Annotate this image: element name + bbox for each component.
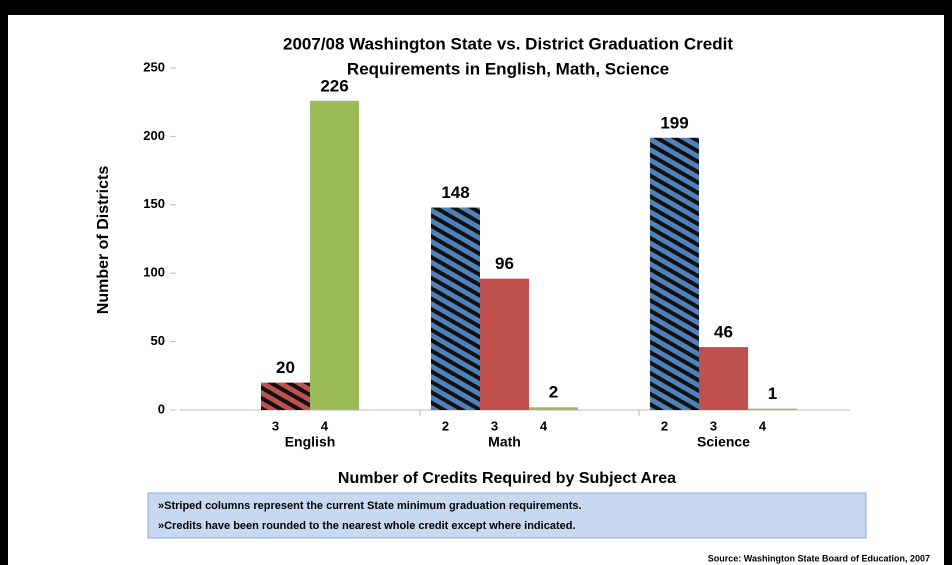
data-label: 46 [714,323,733,342]
bar [650,137,699,410]
data-label: 226 [320,76,348,95]
bar [261,382,310,410]
note-box [147,492,867,539]
group-label: Math [488,434,521,450]
data-label: 1 [768,384,777,403]
group-label: English [285,434,336,450]
bar [480,278,529,410]
chart-title: Requirements in English, Math, Science [347,59,669,78]
bar [699,347,748,410]
note: »Striped columns represent the current S… [158,500,582,512]
y-tick-label: 200 [143,128,165,143]
data-label: 2 [549,383,558,402]
note: »Credits have been rounded to the neares… [158,520,576,532]
bar-label: 3 [272,418,279,433]
bar-label: 4 [321,418,329,433]
bar [748,408,797,410]
group-label: Science [697,434,750,450]
x-axis-title: Number of Credits Required by Subject Ar… [338,470,676,487]
bar-label: 4 [540,418,548,433]
bar-label: 2 [442,418,449,433]
chart-title: 2007/08 Washington State vs. District Gr… [283,34,733,53]
bar-label: 2 [661,418,668,433]
data-label: 20 [276,358,295,377]
data-label: 199 [660,113,688,132]
y-tick-label: 150 [143,196,165,211]
bar [431,207,480,410]
y-tick-label: 0 [158,401,165,416]
bar-label: 3 [710,418,717,433]
bar [310,100,359,410]
y-tick-label: 50 [151,333,165,348]
y-tick-label: 250 [143,59,165,74]
bar [529,407,578,410]
bar-label: 3 [491,418,498,433]
source: Source: Washington State Board of Educat… [708,553,930,563]
data-label: 96 [495,254,514,273]
y-tick-label: 100 [143,265,165,280]
y-axis-title: Number of Districts [95,166,112,315]
data-label: 148 [441,183,469,202]
bar-label: 4 [759,418,767,433]
